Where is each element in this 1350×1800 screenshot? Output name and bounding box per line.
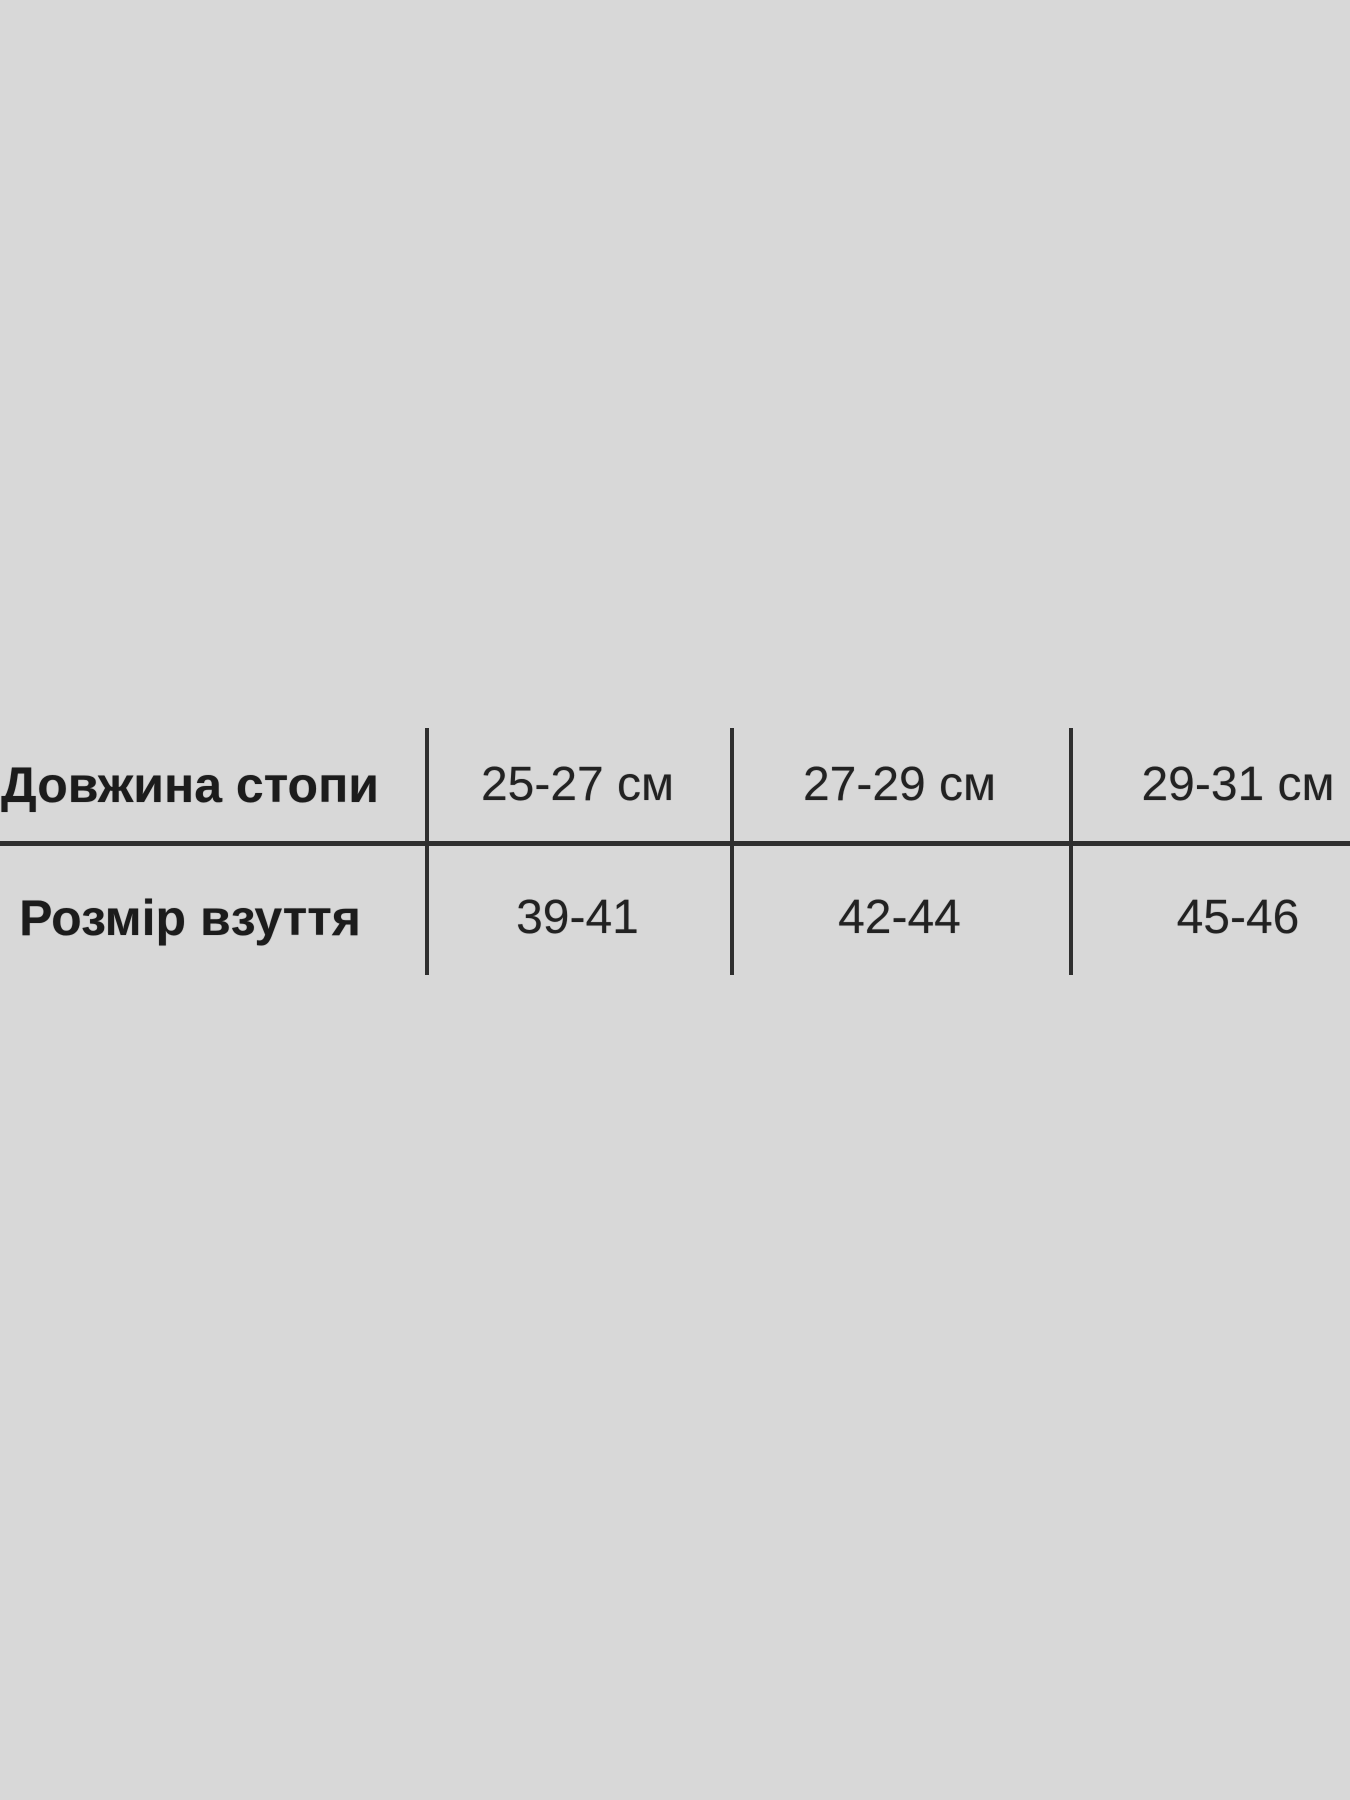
cell-shoe-size-range-1: 39-41 (516, 891, 639, 944)
column-divider-line-2 (730, 728, 734, 975)
cell-shoe-size-label: Розмір взуття (19, 889, 361, 946)
cell-shoe-size-range-2: 42-44 (838, 891, 961, 944)
cell-foot-length-range-1: 25-27 см (480, 758, 675, 811)
size-table: Довжина стопи 25-27 см 27-29 см 29-31 см… (0, 728, 1350, 975)
cell-foot-length-range-3: 29-31 см (1141, 758, 1335, 811)
column-divider-line-1 (425, 728, 429, 975)
cell-foot-length-range-2: 27-29 см (802, 758, 997, 811)
cell-foot-length-label: Довжина стопи (0, 756, 380, 813)
column-divider-line-3 (1069, 728, 1073, 975)
row-divider-line (0, 841, 1350, 846)
cell-shoe-size-range-3: 45-46 (1176, 891, 1300, 944)
